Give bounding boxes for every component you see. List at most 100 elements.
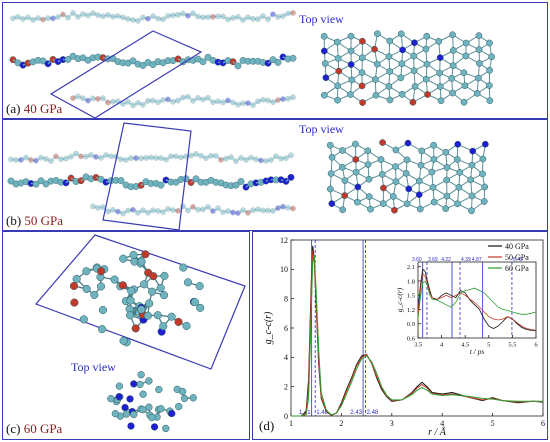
atom	[467, 176, 474, 184]
atom	[135, 100, 141, 106]
atom	[110, 275, 119, 284]
atom	[85, 97, 91, 104]
atom	[126, 395, 134, 403]
atom	[18, 157, 24, 163]
atom	[225, 208, 231, 214]
atom	[78, 153, 84, 160]
bond	[202, 206, 209, 210]
atom	[155, 99, 161, 105]
atom	[153, 311, 162, 320]
atom	[479, 170, 486, 178]
atom	[280, 13, 286, 19]
atom	[456, 169, 464, 176]
atom	[175, 402, 183, 411]
bond	[102, 14, 109, 17]
atom	[120, 210, 126, 217]
bond	[287, 12, 294, 15]
atom	[372, 76, 379, 83]
top-view-label: Top view	[71, 360, 116, 374]
bond	[92, 12, 99, 16]
bond	[180, 155, 187, 159]
atom	[417, 161, 425, 169]
atom	[125, 207, 131, 214]
atom	[119, 254, 128, 263]
atom	[90, 290, 99, 299]
atom	[40, 16, 46, 23]
bond	[107, 209, 114, 213]
pressure-label: 40 GPa	[23, 101, 63, 116]
atom	[255, 98, 261, 105]
atom	[38, 154, 44, 161]
bond	[132, 102, 139, 106]
atom	[373, 60, 381, 68]
bond	[50, 155, 57, 162]
atom	[462, 39, 470, 47]
atom	[215, 13, 221, 20]
atom	[163, 156, 169, 163]
atom	[165, 206, 171, 212]
atom	[83, 153, 89, 160]
atom	[120, 101, 126, 107]
atom	[185, 12, 191, 19]
atom	[58, 156, 64, 162]
atom	[430, 198, 438, 206]
atom	[131, 324, 140, 333]
atom	[449, 62, 457, 70]
y-tick-label: 10	[280, 265, 288, 274]
bond	[42, 17, 49, 21]
bond	[10, 158, 17, 161]
bond	[62, 13, 69, 19]
atom	[358, 82, 366, 90]
atom	[150, 13, 156, 19]
panel-a-structure	[9, 10, 495, 118]
atom	[347, 61, 355, 68]
atom	[263, 158, 269, 164]
atom	[326, 185, 334, 193]
atom	[130, 410, 138, 419]
y-tick-label: 6	[284, 324, 288, 333]
y-axis-label: g_c-c(r)	[263, 311, 274, 344]
bond	[242, 209, 249, 214]
atom	[182, 321, 191, 331]
bond	[232, 101, 239, 106]
x-tick-label: 6	[541, 419, 545, 428]
atom	[80, 95, 86, 102]
atom	[403, 156, 411, 164]
atom	[486, 66, 493, 74]
atom	[195, 282, 204, 291]
bond	[137, 102, 144, 106]
atom	[240, 100, 246, 107]
atom	[348, 76, 356, 84]
atom	[448, 75, 456, 82]
bond	[162, 208, 169, 213]
atom	[428, 168, 436, 176]
bond	[22, 16, 29, 20]
atom	[245, 100, 251, 106]
atom	[285, 10, 291, 17]
atom	[200, 206, 206, 213]
atom	[218, 157, 224, 163]
bond	[127, 18, 134, 21]
reference-line-label: 3.69	[428, 257, 438, 263]
atom	[245, 14, 251, 21]
atom	[200, 96, 206, 103]
atom	[347, 91, 354, 98]
atom	[473, 90, 481, 97]
reference-line-label: 4.87	[472, 257, 482, 263]
bond	[280, 157, 287, 160]
reference-line-label: 5.49	[513, 257, 523, 263]
atom	[322, 74, 330, 82]
simulation-cell	[49, 30, 203, 118]
atom	[97, 267, 106, 276]
x-tick-label: 4	[440, 342, 444, 349]
atom	[485, 82, 493, 89]
atom	[285, 204, 291, 211]
bond	[287, 96, 294, 100]
atom	[415, 191, 423, 199]
reference-line-label: 3.60	[412, 257, 422, 263]
atom	[70, 10, 76, 16]
atom	[392, 163, 399, 170]
atom	[53, 153, 59, 160]
atom	[258, 157, 264, 164]
atom	[95, 205, 101, 211]
